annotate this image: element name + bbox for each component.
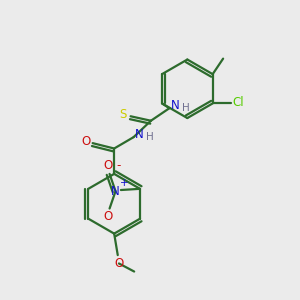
Text: -: - (116, 159, 121, 172)
Text: N: N (135, 128, 143, 141)
Text: O: O (82, 135, 91, 148)
Text: O: O (114, 257, 124, 270)
Text: O: O (104, 210, 113, 224)
Text: S: S (120, 108, 127, 121)
Text: H: H (182, 103, 190, 113)
Text: N: N (111, 185, 120, 198)
Text: O: O (104, 159, 113, 172)
Text: N: N (170, 99, 179, 112)
Text: +: + (120, 178, 128, 188)
Text: H: H (146, 132, 154, 142)
Text: Cl: Cl (232, 96, 244, 109)
